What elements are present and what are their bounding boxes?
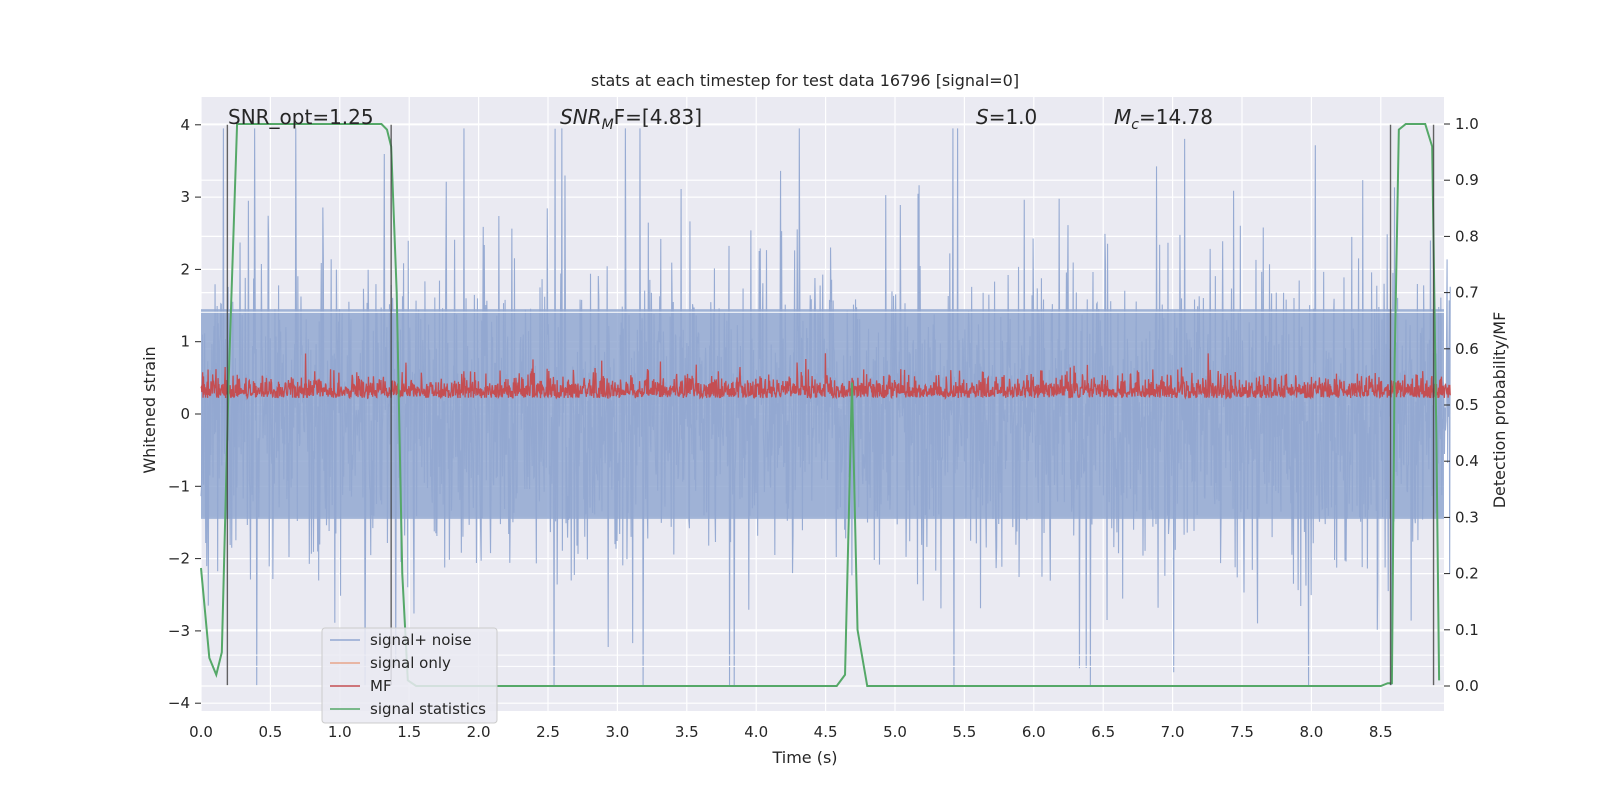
legend-label-signal-only: signal only bbox=[370, 654, 451, 672]
y2-tick-label: 0.2 bbox=[1455, 565, 1479, 583]
annotation-mc-var: M bbox=[1114, 105, 1131, 129]
x-tick-label: 1.5 bbox=[397, 723, 421, 741]
annotation-snr-mf-rest: F=[4.83] bbox=[614, 105, 702, 129]
legend-label-signal-noise: signal+ noise bbox=[370, 631, 472, 649]
x-tick-label: 3.0 bbox=[605, 723, 629, 741]
x-tick-label: 8.5 bbox=[1369, 723, 1393, 741]
x-tick-label: 8.0 bbox=[1299, 723, 1323, 741]
annotation-s-value: =1.0 bbox=[989, 105, 1038, 129]
annotation-mc-sub: c bbox=[1131, 117, 1139, 133]
series-layer bbox=[200, 123, 1451, 687]
series-signal-noise bbox=[200, 128, 1451, 686]
y2-axis-label: Detection probability/MF bbox=[1490, 312, 1509, 509]
series-mf bbox=[200, 353, 1451, 401]
x-tick-label: 2.0 bbox=[467, 723, 491, 741]
annotation-s: S=1.0 bbox=[976, 105, 1037, 129]
x-tick-label: 4.0 bbox=[744, 723, 768, 741]
y-tick-label: 2 bbox=[180, 260, 190, 278]
x-tick-label: 0.0 bbox=[189, 723, 213, 741]
y-tick-label: −1 bbox=[168, 477, 190, 495]
x-tick-label: 6.0 bbox=[1022, 723, 1046, 741]
y-tick-label: 1 bbox=[180, 333, 190, 351]
y-tick-label: 4 bbox=[180, 116, 190, 134]
y2-tick-label: 0.8 bbox=[1455, 227, 1479, 245]
x-tick-label: 2.5 bbox=[536, 723, 560, 741]
series-signal-statistics bbox=[200, 123, 1441, 687]
x-tick-label: 7.5 bbox=[1230, 723, 1254, 741]
annotation-snr-mf: SNRMF=[4.83] bbox=[560, 105, 702, 133]
annotation-mc-value: =14.78 bbox=[1139, 105, 1213, 129]
legend-frame bbox=[321, 627, 498, 724]
y2-tick-label: 0.6 bbox=[1455, 340, 1479, 358]
x-tick-label: 0.5 bbox=[258, 723, 282, 741]
y2-tick-label: 0.4 bbox=[1455, 452, 1479, 470]
x-tick-label: 4.5 bbox=[814, 723, 838, 741]
y-axis-label: Whitened strain bbox=[140, 346, 159, 473]
vertical-markers bbox=[226, 124, 1435, 686]
annotation-s-var: S bbox=[976, 105, 989, 129]
annotation-snr-mf-sub: M bbox=[602, 117, 614, 133]
x-tick-label: 5.0 bbox=[883, 723, 907, 741]
axes: 0.0 0.5 1.0 1.5 2.0 2.5 3.0 3.5 4.0 4.5 5.0 5.5 6.0 6… bbox=[168, 115, 1479, 741]
y2-tick-label: 0.9 bbox=[1455, 171, 1479, 189]
annotation-mc: Mc=14.78 bbox=[1114, 105, 1213, 133]
x-axis-label: Time (s) bbox=[771, 748, 837, 767]
chart-title: stats at each timestep for test data 167… bbox=[591, 71, 1019, 90]
y2-tick-label: 0.5 bbox=[1455, 396, 1479, 414]
y-tick-label: 3 bbox=[180, 188, 190, 206]
x-tick-label: 3.5 bbox=[675, 723, 699, 741]
y-tick-label: 0 bbox=[180, 405, 190, 423]
y2-tick-label: 0.7 bbox=[1455, 284, 1479, 302]
y2-tick-label: 0.3 bbox=[1455, 508, 1479, 526]
annotation-snr-opt: SNR_opt=1.25 bbox=[228, 105, 374, 129]
y-tick-label: −2 bbox=[168, 550, 190, 568]
annotation-snr-mf-base: SNR bbox=[560, 105, 602, 129]
legend-label-signal-statistics: signal statistics bbox=[370, 700, 486, 718]
legend: signal+ noise signal only MF signal stat… bbox=[321, 627, 498, 724]
y2-tick-label: 0.0 bbox=[1455, 677, 1479, 695]
x-tick-label: 1.0 bbox=[328, 723, 352, 741]
y2-tick-label: 0.1 bbox=[1455, 621, 1479, 639]
y2-tick-label: 1.0 bbox=[1455, 115, 1479, 133]
legend-label-mf: MF bbox=[370, 677, 392, 695]
x-tick-label: 5.5 bbox=[952, 723, 976, 741]
y-tick-label: −4 bbox=[168, 694, 190, 712]
y-tick-label: −3 bbox=[168, 622, 190, 640]
x-tick-label: 6.5 bbox=[1091, 723, 1115, 741]
x-tick-label: 7.0 bbox=[1161, 723, 1185, 741]
